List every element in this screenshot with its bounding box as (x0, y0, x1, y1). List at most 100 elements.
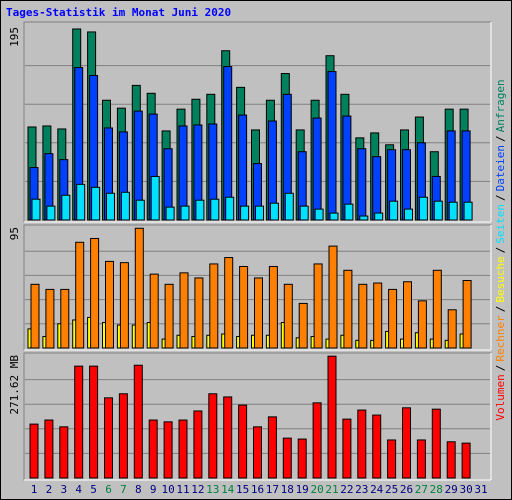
bar (254, 277, 263, 349)
bar (223, 396, 233, 479)
bar (372, 414, 382, 479)
x-tick-label: 9 (150, 483, 157, 496)
x-tick-label: 28 (430, 483, 443, 496)
bar (44, 419, 54, 479)
x-tick-label: 7 (120, 483, 127, 496)
bar (283, 283, 293, 349)
bar (120, 191, 130, 221)
bar (210, 198, 220, 221)
legend-entry: Rechner (494, 315, 507, 362)
x-tick-label: 20 (310, 483, 323, 496)
bar (267, 416, 277, 479)
bar (239, 265, 249, 349)
bar (193, 410, 203, 479)
bar (403, 281, 412, 349)
bar (312, 402, 322, 479)
bar (31, 198, 41, 221)
chart-title: Tages-Statistik im Monat Juni 2020 (6, 6, 231, 19)
bar (388, 288, 398, 349)
legend-separator: / (494, 365, 507, 372)
bar (299, 205, 309, 221)
bar (372, 156, 382, 221)
x-tick-label: 26 (400, 483, 413, 496)
bar (30, 283, 40, 349)
x-tick-label: 3 (60, 483, 67, 496)
bar (342, 418, 352, 479)
x-tick-label: 29 (445, 483, 458, 496)
x-tick-label: 24 (370, 483, 384, 496)
x-tick-label: 14 (221, 483, 235, 496)
bar (118, 393, 128, 479)
legend-separator: / (494, 247, 507, 254)
x-tick-label: 17 (266, 483, 279, 496)
bar (374, 212, 384, 221)
bar (373, 282, 383, 349)
bar (255, 205, 264, 221)
bar (268, 265, 278, 349)
bar (59, 426, 69, 479)
x-tick-label: 19 (296, 483, 309, 496)
bar (253, 426, 262, 479)
legend-entry: Dateien (494, 145, 507, 191)
bar (180, 205, 190, 221)
bar (298, 302, 308, 349)
bar (463, 201, 473, 221)
x-tick-label: 12 (191, 483, 204, 496)
bar (209, 263, 219, 349)
x-tick-label: 23 (355, 483, 368, 496)
bar (328, 245, 338, 349)
bar (164, 283, 174, 349)
bar (46, 205, 56, 221)
bar (194, 277, 204, 349)
bar (358, 283, 368, 349)
bar (225, 196, 235, 221)
bar (91, 186, 101, 221)
bar (133, 364, 143, 479)
x-tick-label: 2 (46, 483, 53, 496)
bar (106, 192, 115, 221)
legend-separator: / (494, 135, 507, 142)
bar (314, 208, 324, 221)
bar (61, 194, 71, 221)
x-tick-label: 25 (385, 483, 398, 496)
y-tick-label: 271.62 MB (8, 355, 21, 415)
bar (75, 241, 85, 349)
bar (90, 237, 100, 349)
legend-entry: Volumen (494, 374, 507, 420)
x-tick-label: 15 (236, 483, 249, 496)
bar (431, 408, 441, 479)
x-tick-label: 10 (161, 483, 174, 496)
legend-entry: Seiten (494, 204, 507, 244)
bar (344, 203, 354, 221)
bar (105, 260, 114, 349)
bar (433, 200, 443, 221)
bar (329, 212, 339, 221)
x-tick-label: 8 (135, 483, 142, 496)
x-tick-label: 5 (90, 483, 97, 496)
bar (343, 269, 353, 349)
legend-entry: Besuche (494, 256, 507, 302)
bar (446, 441, 456, 479)
bar (240, 205, 250, 221)
x-tick-label: 21 (325, 483, 338, 496)
bar (389, 200, 399, 221)
bar (178, 419, 188, 479)
x-tick-label: 27 (415, 483, 428, 496)
bar (387, 439, 397, 479)
legend-entry: Anfragen (494, 79, 507, 132)
bar (404, 208, 413, 221)
bar (74, 365, 84, 479)
bar (448, 201, 458, 221)
bar (282, 437, 292, 479)
x-tick-label: 4 (75, 483, 82, 496)
bar (45, 288, 55, 349)
x-tick-label: 22 (340, 483, 353, 496)
bar (312, 117, 322, 221)
bar (357, 409, 367, 479)
bar (29, 423, 39, 479)
bar (89, 365, 99, 479)
bar (416, 439, 426, 479)
y-tick-label: 95 (8, 227, 21, 240)
bar (119, 262, 129, 349)
